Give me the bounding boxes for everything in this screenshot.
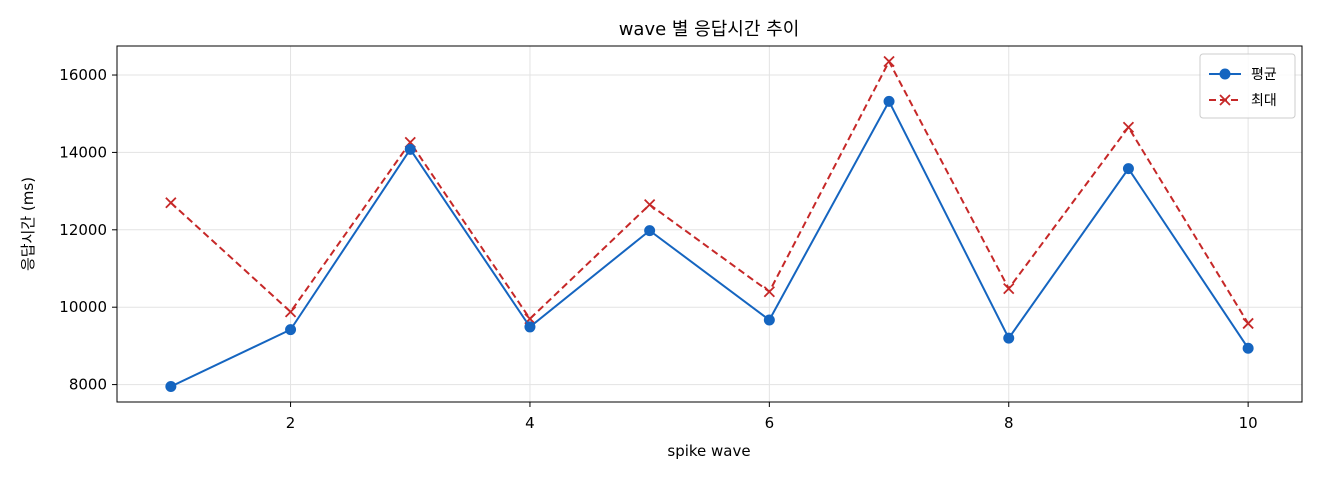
- series-2-point: [1122, 121, 1135, 133]
- series-1-line: [170, 99, 1249, 388]
- x-tick-label: 2: [286, 414, 296, 432]
- y-tick-label: 14000: [59, 143, 107, 161]
- series-1-point: [285, 324, 297, 336]
- x-tick-label: 6: [765, 414, 775, 432]
- y-axis-label: 응답시간 (ms): [19, 177, 37, 271]
- series-2-point: [1242, 317, 1254, 330]
- legend-swatch-marker: [1219, 94, 1231, 106]
- x-tick-label: 8: [1004, 414, 1014, 432]
- series-2-group: [165, 55, 1254, 330]
- y-tick-label: 12000: [59, 221, 107, 239]
- series-2-point: [1003, 282, 1015, 295]
- y-tick-label: 10000: [59, 298, 107, 316]
- x-tick-label: 4: [525, 414, 535, 432]
- legend-swatch-marker: [1219, 68, 1231, 80]
- series-group: [165, 55, 1254, 393]
- series-1-point: [524, 321, 536, 333]
- series-2-point: [883, 55, 895, 68]
- series-1-point: [644, 225, 656, 237]
- series-1-point: [883, 95, 895, 107]
- series-1-group: [165, 95, 1254, 393]
- legend-box: [1199, 53, 1296, 119]
- series-1-point: [1003, 332, 1015, 344]
- series-1-point: [1122, 163, 1134, 175]
- x-tick-label: 10: [1239, 414, 1258, 432]
- legend-label: 평균: [1251, 67, 1277, 83]
- series-2-point: [763, 286, 775, 298]
- chart-title: wave 별 응답시간 추이: [619, 19, 800, 40]
- x-axis-label: spike wave: [667, 442, 750, 460]
- series-2-point: [644, 199, 656, 211]
- y-tick-label: 16000: [59, 66, 107, 84]
- series-2-point: [284, 306, 297, 318]
- legend-label: 최대: [1251, 93, 1277, 109]
- series-1-point: [763, 314, 775, 326]
- plot-frame: [116, 45, 1303, 403]
- series-2-point: [165, 197, 177, 209]
- series-1-point: [404, 143, 416, 155]
- series-1-point: [165, 381, 177, 393]
- axis-ticks: 2 4 6 8 10 8000 10000 12000 14000 16000: [59, 66, 1257, 432]
- series-1-point: [1242, 342, 1254, 354]
- grid: [117, 46, 1302, 402]
- y-tick-label: 8000: [69, 376, 107, 394]
- series-2-line: [170, 59, 1249, 324]
